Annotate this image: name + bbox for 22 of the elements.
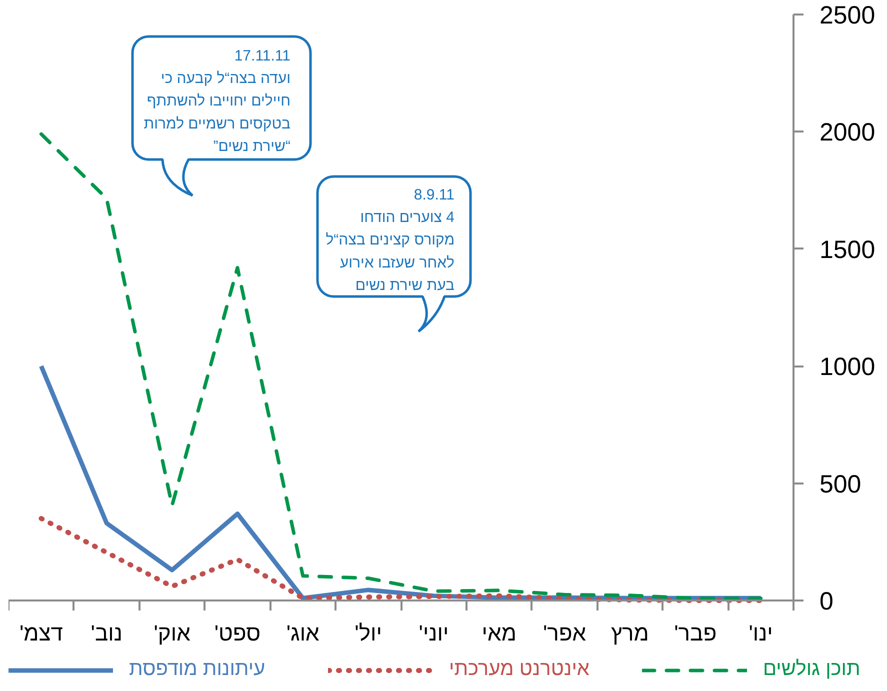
x-tick-label: אוק' <box>154 620 191 646</box>
x-tick-label: אוג' <box>286 620 320 646</box>
x-tick-label: נוב' <box>90 620 122 646</box>
x-tick-label: מרץ <box>610 620 649 646</box>
y-tick-label: 2500 <box>820 2 876 30</box>
text: עיתונות מודפסת <box>129 658 266 681</box>
x-tick-label: דצמ' <box>19 620 63 646</box>
x-tick-label: ספט' <box>214 620 261 646</box>
x-tick-label: יוני' <box>418 620 449 646</box>
line-series <box>39 132 763 600</box>
text: תוכן גולשים <box>763 658 860 681</box>
y-tick-label: 500 <box>820 470 862 498</box>
x-tick-label: מאי <box>482 620 516 646</box>
x-tick-label: יול' <box>354 620 382 646</box>
y-tick-label: 1000 <box>820 353 876 382</box>
y-tick-label: 2000 <box>820 118 876 147</box>
x-tick-label: אפר' <box>542 620 586 646</box>
x-tick-label: ינו' <box>748 620 773 646</box>
y-tick-label: 1500 <box>820 236 876 264</box>
text: אינטרנט מערכתי <box>449 658 590 681</box>
y-tick-label: 0 <box>820 588 834 616</box>
x-tick-label: פבר' <box>674 620 717 646</box>
